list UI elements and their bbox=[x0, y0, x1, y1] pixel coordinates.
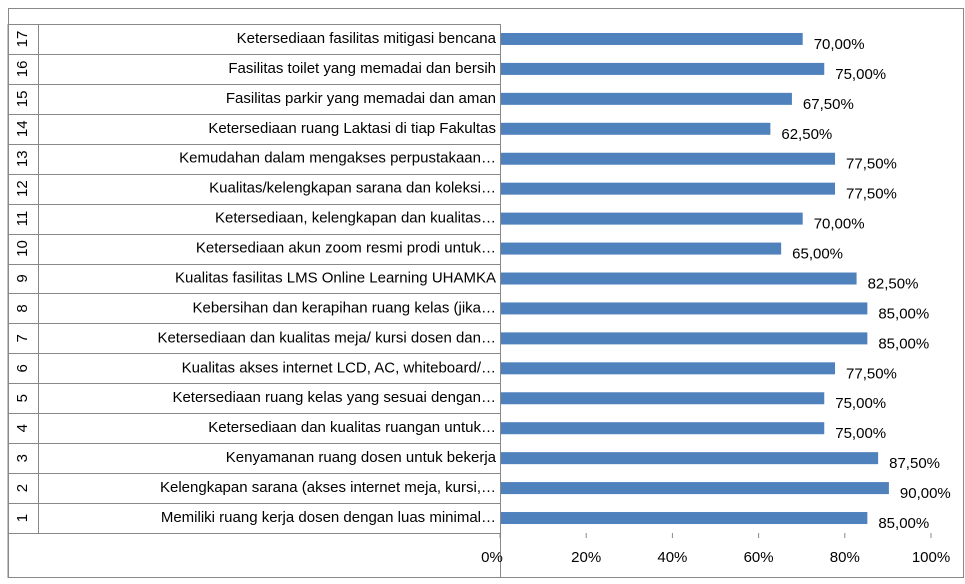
y-tick-label: Fasilitas toilet yang memadai dan bersih bbox=[228, 60, 496, 77]
value-label: 70,00% bbox=[814, 36, 865, 53]
bar bbox=[501, 452, 879, 465]
value-label: 90,00% bbox=[900, 485, 951, 502]
value-label: 82,50% bbox=[868, 275, 919, 292]
y-tick-label: Ketersediaan dan kualitas meja/ kursi do… bbox=[157, 329, 496, 346]
y-tick-label: Memiliki ruang kerja dosen dengan luas m… bbox=[161, 509, 496, 526]
row-number: 7 bbox=[14, 334, 31, 342]
value-label: 87,50% bbox=[889, 455, 940, 472]
bar bbox=[501, 362, 836, 375]
bar bbox=[501, 92, 792, 105]
y-tick-label: Kualitas fasilitas LMS Online Learning U… bbox=[175, 269, 496, 286]
x-tick-label: 80% bbox=[830, 549, 860, 566]
value-label: 85,00% bbox=[878, 515, 929, 532]
row-number: 16 bbox=[14, 61, 31, 78]
value-label: 70,00% bbox=[814, 216, 865, 233]
bar bbox=[501, 272, 857, 285]
y-tick-label: Ketersediaan fasilitas mitigasi bencana bbox=[237, 30, 497, 47]
value-label: 75,00% bbox=[835, 66, 886, 83]
x-tick-label: 100% bbox=[912, 549, 950, 566]
y-tick-label: Ketersediaan dan kualitas ruangan untuk… bbox=[208, 419, 496, 436]
y-tick-label: Kualitas/kelengkapan sarana dan koleksi… bbox=[209, 180, 496, 197]
bar bbox=[501, 302, 868, 315]
row-number: 11 bbox=[14, 211, 31, 227]
y-tick-label: Kualitas akses internet LCD, AC, whitebo… bbox=[182, 359, 496, 376]
value-label: 85,00% bbox=[878, 335, 929, 352]
bar bbox=[501, 482, 889, 495]
bar bbox=[501, 152, 836, 165]
row-number: 10 bbox=[14, 240, 31, 257]
bar bbox=[501, 392, 825, 405]
value-label: 77,50% bbox=[846, 156, 897, 173]
row-number: 13 bbox=[14, 150, 31, 167]
value-label: 77,50% bbox=[846, 186, 897, 203]
value-label: 62,50% bbox=[781, 126, 832, 143]
x-tick-label: 0% bbox=[481, 549, 503, 566]
row-number: 15 bbox=[14, 91, 31, 108]
value-label: 77,50% bbox=[846, 365, 897, 382]
x-tick-label: 40% bbox=[657, 549, 687, 566]
bar bbox=[501, 32, 803, 45]
y-tick-label: Fasilitas parkir yang memadai dan aman bbox=[226, 90, 496, 107]
bar bbox=[501, 422, 825, 435]
y-tick-label: Ketersediaan, kelengkapan dan kualitas… bbox=[215, 210, 496, 227]
row-number: 17 bbox=[14, 31, 31, 48]
bar bbox=[501, 62, 825, 75]
y-tick-label: Ketersediaan ruang Laktasi di tiap Fakul… bbox=[208, 120, 496, 137]
value-label: 75,00% bbox=[835, 425, 886, 442]
y-tick-label: Kelengkapan sarana (akses internet meja,… bbox=[160, 479, 496, 496]
row-number: 14 bbox=[14, 120, 31, 137]
row-number: 8 bbox=[14, 304, 31, 312]
bar bbox=[501, 122, 771, 135]
y-tick-label: Ketersediaan akun zoom resmi prodi untuk… bbox=[196, 240, 496, 257]
x-tick-label: 20% bbox=[571, 549, 601, 566]
row-number: 4 bbox=[14, 424, 31, 432]
value-label: 67,50% bbox=[803, 96, 854, 113]
value-label: 75,00% bbox=[835, 395, 886, 412]
value-label: 65,00% bbox=[792, 246, 843, 263]
row-number: 3 bbox=[14, 454, 31, 462]
row-number: 5 bbox=[14, 394, 31, 402]
y-tick-label: Ketersediaan ruang kelas yang sesuai den… bbox=[172, 389, 496, 406]
row-number: 6 bbox=[14, 364, 31, 372]
bar bbox=[501, 182, 836, 195]
y-tick-label: Kenyamanan ruang dosen untuk bekerja bbox=[226, 449, 497, 466]
value-label: 85,00% bbox=[878, 305, 929, 322]
row-number: 1 bbox=[14, 514, 31, 522]
row-number: 2 bbox=[14, 484, 31, 492]
bar bbox=[501, 242, 782, 255]
y-tick-label: Kebersihan dan kerapihan ruang kelas (ji… bbox=[192, 299, 496, 316]
y-tick-label: Kemudahan dalam mengakses perpustakaan… bbox=[179, 150, 496, 167]
bar bbox=[501, 512, 868, 525]
row-number: 9 bbox=[14, 274, 31, 282]
bar bbox=[501, 212, 803, 225]
x-tick-label: 60% bbox=[744, 549, 774, 566]
bar bbox=[501, 332, 868, 345]
row-number: 12 bbox=[14, 180, 31, 197]
